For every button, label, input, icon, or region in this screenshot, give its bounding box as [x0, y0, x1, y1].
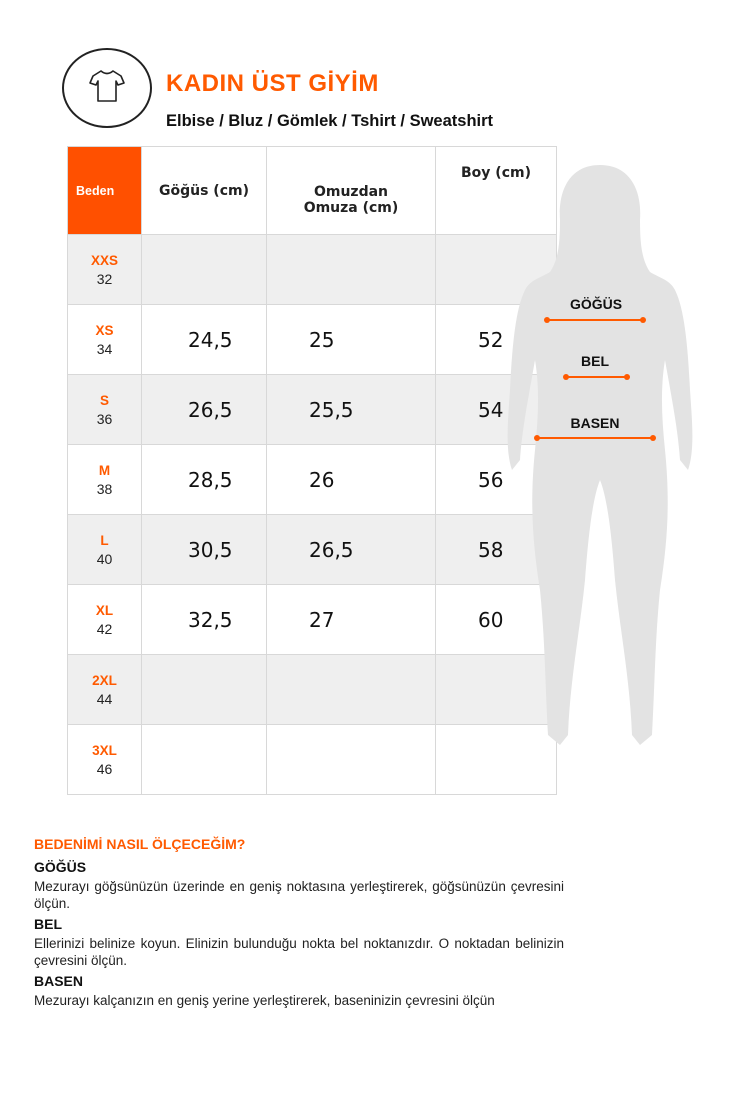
- size-table: Beden Göğüs (cm) Omuzdan Omuza (cm) Boy …: [67, 146, 557, 795]
- size-number: 34: [96, 340, 113, 357]
- chest-label: GÖĞÜS: [570, 295, 622, 312]
- guide-text-waist: Ellerinizi belinize koyun. Elinizin bulu…: [34, 936, 564, 968]
- table-row: 3XL 46: [67, 724, 557, 795]
- logo-circle: [62, 48, 152, 128]
- size-label: L: [100, 532, 109, 548]
- size-cell: 2XL 44: [67, 654, 142, 725]
- shoulder-cell: 25: [266, 304, 436, 375]
- table-header: Beden Göğüs (cm) Omuzdan Omuza (cm) Boy …: [67, 146, 557, 235]
- col-header-chest: Göğüs (cm): [141, 146, 267, 235]
- shoulder-cell: 26: [266, 444, 436, 515]
- guide-heading-hip: BASEN: [34, 973, 84, 989]
- chest-cell: 32,5: [141, 584, 267, 655]
- chest-cell: 30,5: [141, 514, 267, 585]
- shoulder-cell: 25,5: [266, 374, 436, 445]
- size-label: M: [98, 462, 111, 478]
- body-silhouette: [507, 165, 693, 745]
- hip-line-dot: [650, 435, 656, 441]
- chest-cell: [141, 724, 267, 795]
- table-row: XS 34 24,5 25 52: [67, 304, 557, 375]
- size-number: 38: [96, 480, 113, 497]
- waist-label: BEL: [581, 353, 609, 369]
- table-row: L 40 30,5 26,5 58: [67, 514, 557, 585]
- size-cell: L 40: [67, 514, 142, 585]
- size-label: S: [99, 392, 109, 408]
- shoulder-cell: 26,5: [266, 514, 436, 585]
- size-cell: M 38: [67, 444, 142, 515]
- size-cell: XL 42: [67, 584, 142, 655]
- shoulder-cell: 27: [266, 584, 436, 655]
- shoulder-cell: [266, 724, 436, 795]
- size-cell: XS 34: [67, 304, 142, 375]
- table-row: M 38 28,5 26 56: [67, 444, 557, 515]
- chest-line-dot: [640, 317, 646, 323]
- chest-cell: [141, 234, 267, 305]
- guide-heading-waist: BEL: [34, 916, 62, 932]
- col-header-length: Boy (cm): [435, 146, 557, 235]
- shoulder-cell: [266, 654, 436, 725]
- page-title: KADIN ÜST GİYİM: [166, 70, 379, 97]
- hip-line-dot: [534, 435, 540, 441]
- table-row: S 36 26,5 25,5 54: [67, 374, 557, 445]
- shoulder-cell: [266, 234, 436, 305]
- size-label: 2XL: [92, 672, 117, 688]
- size-label: XXS: [90, 252, 118, 268]
- size-number: 46: [96, 760, 113, 777]
- size-cell: 3XL 46: [67, 724, 142, 795]
- tshirt-icon: [89, 70, 125, 102]
- measurement-guide: BEDENİMİ NASIL ÖLÇECEĞİM? GÖĞÜS Mezurayı…: [34, 836, 564, 1013]
- waist-line-dot: [624, 374, 630, 380]
- hip-label: BASEN: [570, 415, 619, 431]
- size-cell: S 36: [67, 374, 142, 445]
- length-cell: 54: [435, 374, 557, 445]
- guide-heading-chest: GÖĞÜS: [34, 859, 87, 875]
- length-cell: [435, 724, 557, 795]
- size-label: XL: [95, 602, 114, 618]
- guide-text-chest: Mezurayı göğsünüzün üzerinde en geniş no…: [34, 879, 564, 911]
- page-subtitle: Elbise / Bluz / Gömlek / Tshirt / Sweats…: [166, 112, 494, 130]
- length-cell: [435, 654, 557, 725]
- guide-text-hip: Mezurayı kalçanızın en geniş yerine yerl…: [34, 993, 495, 1008]
- size-number: 36: [96, 410, 113, 427]
- table-row: XL 42 32,5 27 60: [67, 584, 557, 655]
- size-number: 40: [96, 550, 113, 567]
- chest-cell: [141, 654, 267, 725]
- size-cell: XXS 32: [67, 234, 142, 305]
- table-row: XXS 32: [67, 234, 557, 305]
- size-label: XS: [95, 322, 114, 338]
- chest-cell: 24,5: [141, 304, 267, 375]
- guide-title: BEDENİMİ NASIL ÖLÇECEĞİM?: [34, 836, 246, 852]
- col-header-size: Beden: [67, 146, 142, 235]
- table-row: 2XL 44: [67, 654, 557, 725]
- size-number: 32: [96, 270, 113, 287]
- waist-line-dot: [563, 374, 569, 380]
- size-number: 42: [96, 620, 113, 637]
- size-number: 44: [96, 690, 113, 707]
- length-cell: 60: [435, 584, 557, 655]
- chest-cell: 28,5: [141, 444, 267, 515]
- col-header-shoulder: Omuzdan Omuza (cm): [266, 146, 436, 235]
- chest-line-dot: [544, 317, 550, 323]
- size-label: 3XL: [92, 742, 117, 758]
- chest-cell: 26,5: [141, 374, 267, 445]
- body-silhouette-figure: GÖĞÜS BEL BASEN: [500, 160, 700, 785]
